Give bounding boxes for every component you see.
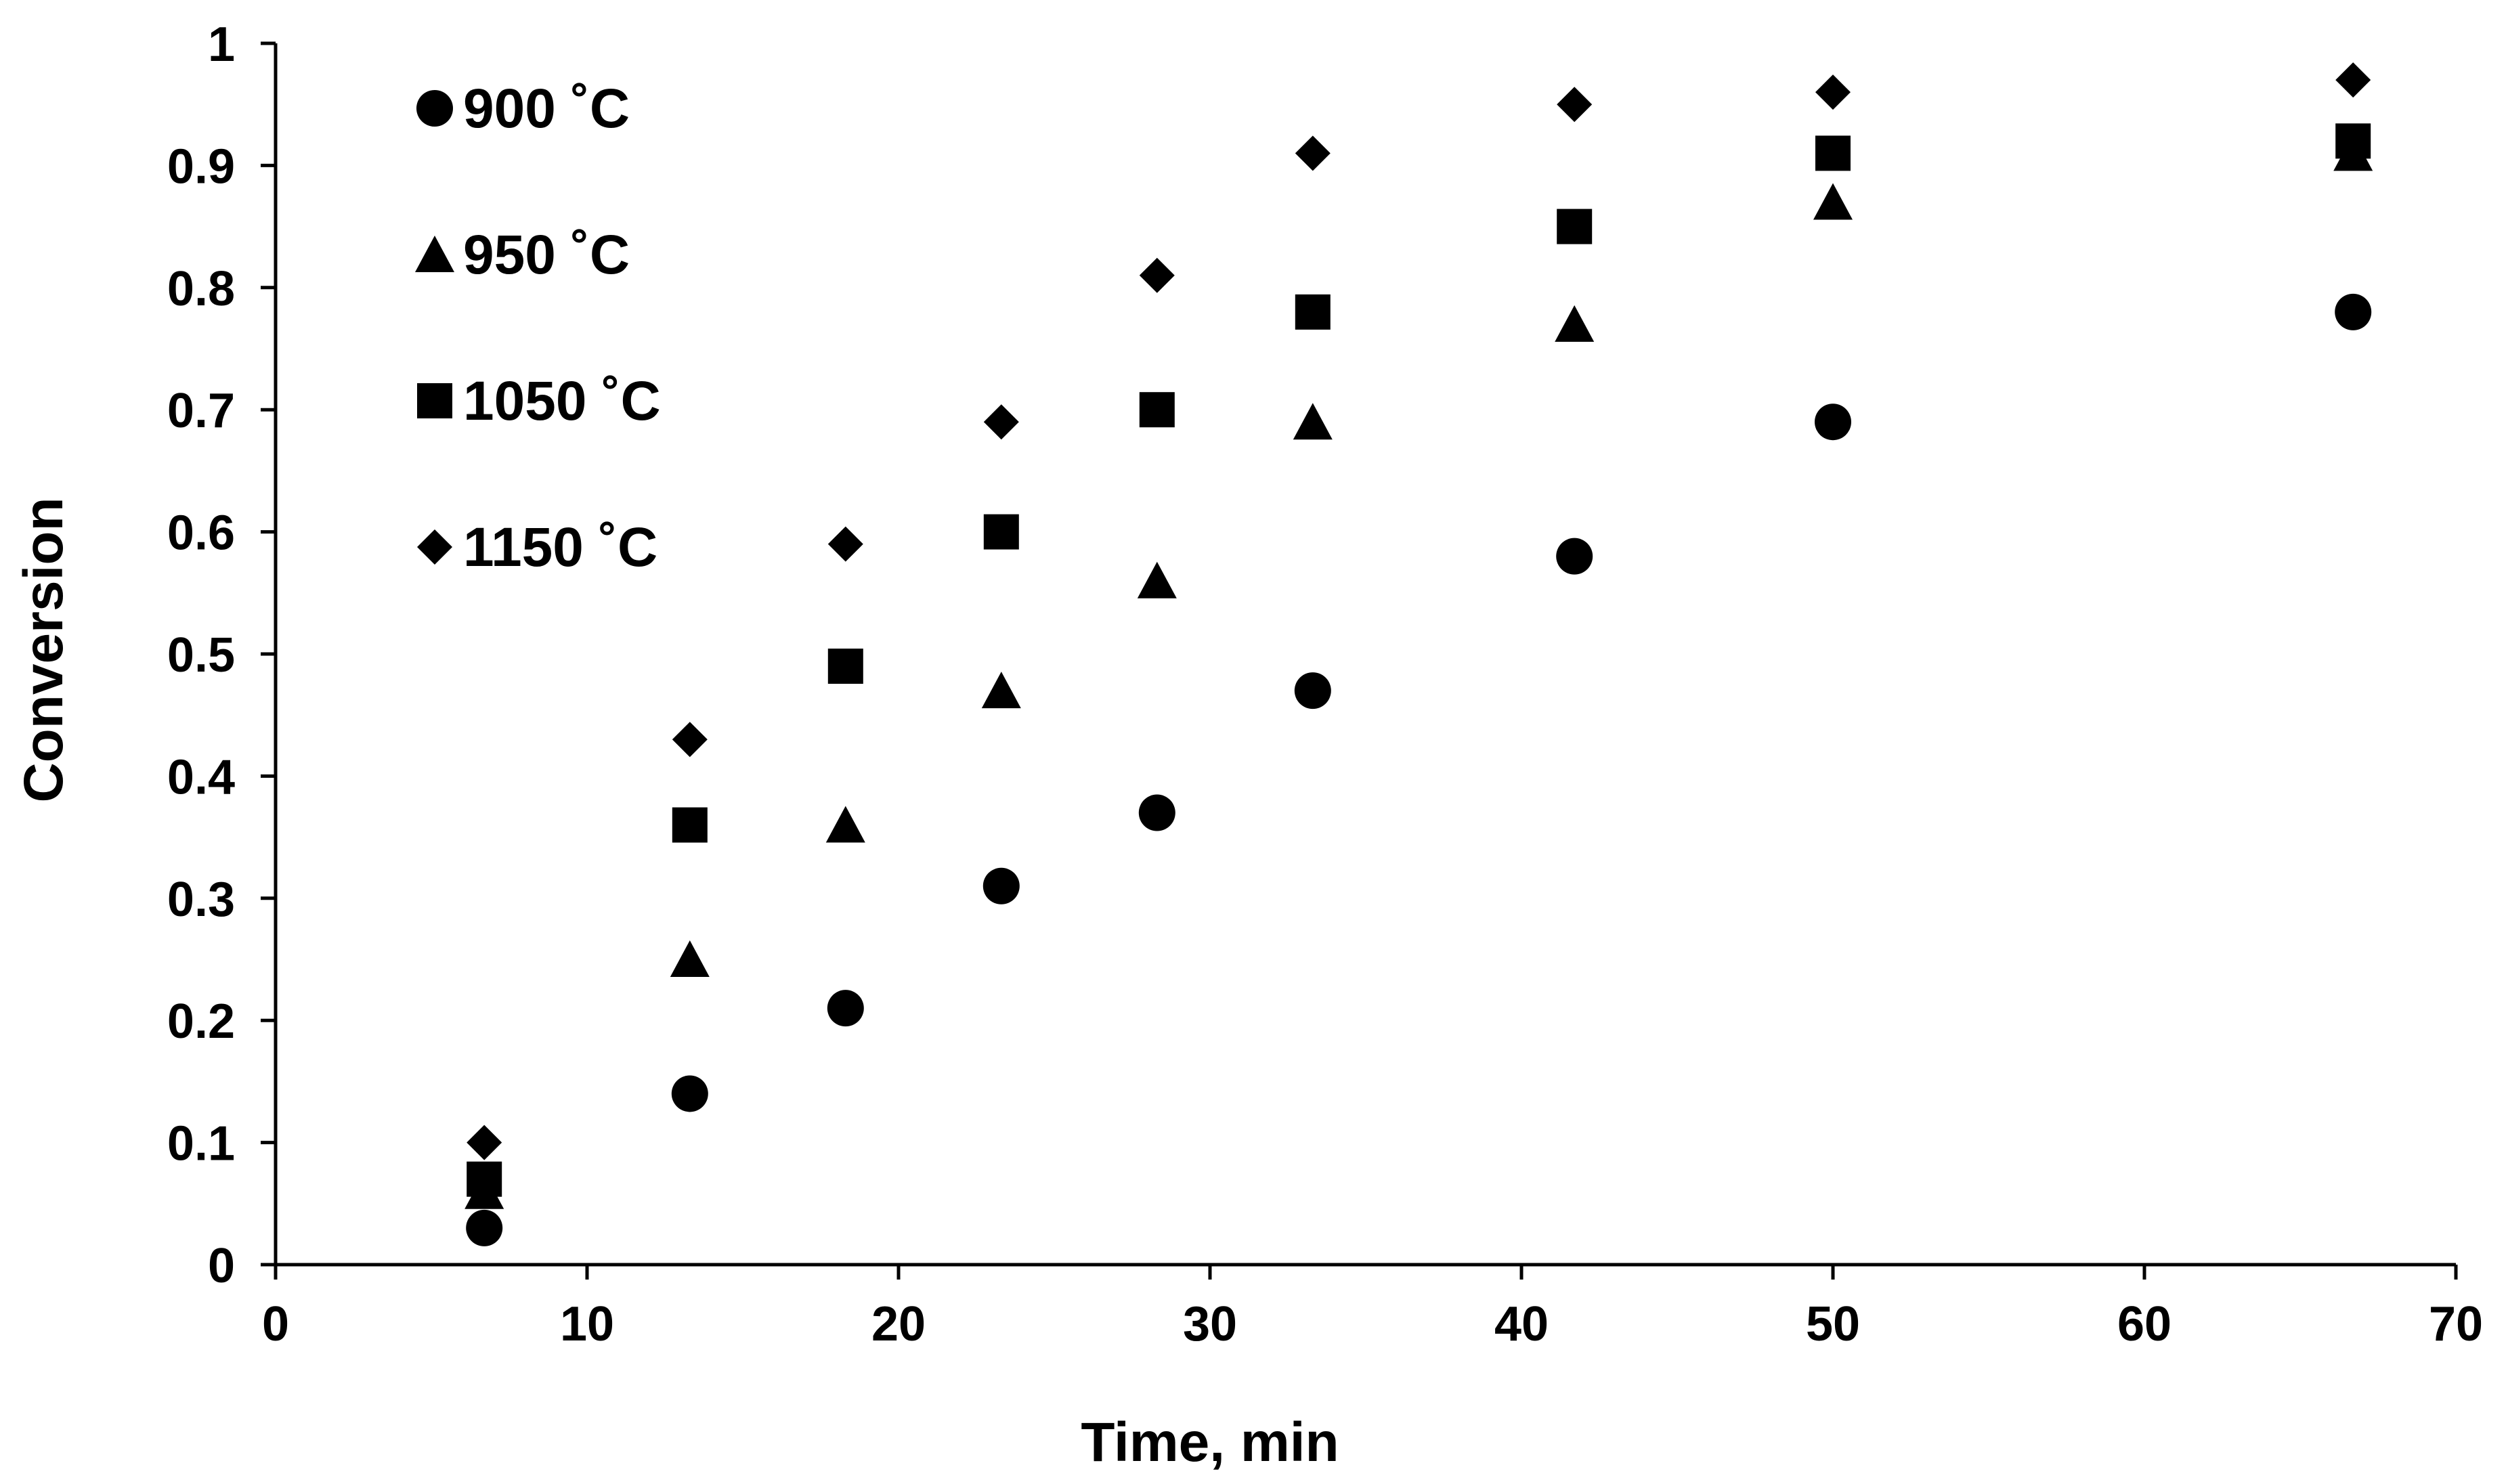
x-tick-label: 40	[1494, 1297, 1549, 1351]
data-point-square	[672, 807, 708, 843]
data-point-diamond	[2335, 62, 2371, 98]
legend: 900 ˚C 950 ˚C 1050 ˚C 1150 ˚C	[415, 78, 661, 578]
data-point-circle	[1138, 794, 1175, 831]
legend-marker-circle	[416, 90, 453, 127]
y-tick-label: 1	[208, 18, 235, 72]
data-point-diamond	[1139, 257, 1175, 293]
y-axis-ticks: 0 0.1 0.2 0.3 0.4 0.5 0.6 0.7 0.8 0.9 1	[167, 18, 276, 1293]
data-point-triangle	[1293, 403, 1333, 440]
data-point-circle	[1556, 538, 1593, 575]
data-point-triangle	[981, 672, 1021, 709]
series-diamond	[467, 62, 2371, 1160]
y-tick-label: 0.7	[167, 384, 235, 438]
y-tick-label: 0.1	[167, 1117, 235, 1171]
x-tick-label: 50	[1806, 1297, 1860, 1351]
data-point-diamond	[983, 404, 1019, 440]
series-circle	[466, 293, 2372, 1246]
legend-item: 900 ˚C	[416, 78, 630, 139]
data-point-square	[2335, 123, 2371, 159]
y-tick-label: 0.4	[167, 750, 235, 804]
legend-marker-square	[417, 383, 452, 418]
x-tick-label: 0	[262, 1297, 289, 1351]
data-point-square	[1557, 209, 1593, 244]
data-point-circle	[1294, 672, 1331, 710]
y-tick-label: 0.2	[167, 995, 235, 1049]
data-point-square	[1139, 392, 1175, 428]
legend-label: 950 ˚C	[463, 224, 630, 286]
data-point-circle	[982, 867, 1020, 904]
legend-marker-diamond	[417, 529, 452, 565]
data-point-diamond	[1295, 135, 1331, 171]
data-points	[465, 62, 2373, 1246]
x-axis-title: Time, min	[1081, 1412, 1339, 1473]
data-point-square	[983, 514, 1019, 550]
y-tick-label: 0.3	[167, 873, 235, 927]
data-point-square	[1295, 294, 1331, 330]
legend-item: 1150 ˚C	[417, 517, 657, 578]
data-point-circle	[466, 1209, 503, 1246]
data-point-triangle	[1555, 305, 1595, 342]
data-point-diamond	[672, 722, 708, 758]
data-point-triangle	[825, 806, 865, 843]
y-axis-title: Conversion	[13, 497, 74, 802]
data-point-circle	[2335, 293, 2372, 330]
y-tick-label: 0	[208, 1239, 235, 1293]
legend-item: 950 ˚C	[415, 224, 630, 286]
y-tick-label: 0.8	[167, 262, 235, 316]
legend-marker-triangle	[415, 236, 454, 272]
x-tick-label: 20	[871, 1297, 926, 1351]
x-tick-label: 60	[2117, 1297, 2172, 1351]
x-axis-ticks: 0 10 20 30 40 50 60 70	[262, 1265, 2483, 1351]
legend-label: 1050 ˚C	[463, 370, 661, 432]
y-tick-label: 0.5	[167, 628, 235, 682]
series-square	[467, 123, 2371, 1197]
x-tick-label: 10	[560, 1297, 614, 1351]
x-tick-label: 30	[1183, 1297, 1237, 1351]
data-point-triangle	[1137, 561, 1177, 598]
legend-label: 900 ˚C	[463, 78, 630, 139]
data-point-square	[1815, 135, 1851, 171]
data-point-triangle	[670, 940, 710, 977]
data-point-circle	[827, 990, 864, 1027]
data-point-square	[467, 1161, 502, 1197]
data-point-diamond	[1557, 87, 1593, 123]
data-point-triangle	[1813, 183, 1853, 220]
x-tick-label: 70	[2429, 1297, 2483, 1351]
data-point-diamond	[827, 526, 863, 562]
y-tick-label: 0.6	[167, 506, 235, 561]
y-tick-label: 0.9	[167, 139, 235, 194]
data-point-square	[827, 649, 863, 684]
legend-item: 1050 ˚C	[417, 370, 661, 432]
series-triangle	[465, 134, 2373, 1209]
legend-label: 1150 ˚C	[463, 517, 657, 578]
data-point-circle	[1815, 403, 1851, 441]
data-point-circle	[671, 1075, 708, 1112]
data-point-diamond	[1815, 74, 1851, 110]
data-point-diamond	[467, 1125, 502, 1160]
